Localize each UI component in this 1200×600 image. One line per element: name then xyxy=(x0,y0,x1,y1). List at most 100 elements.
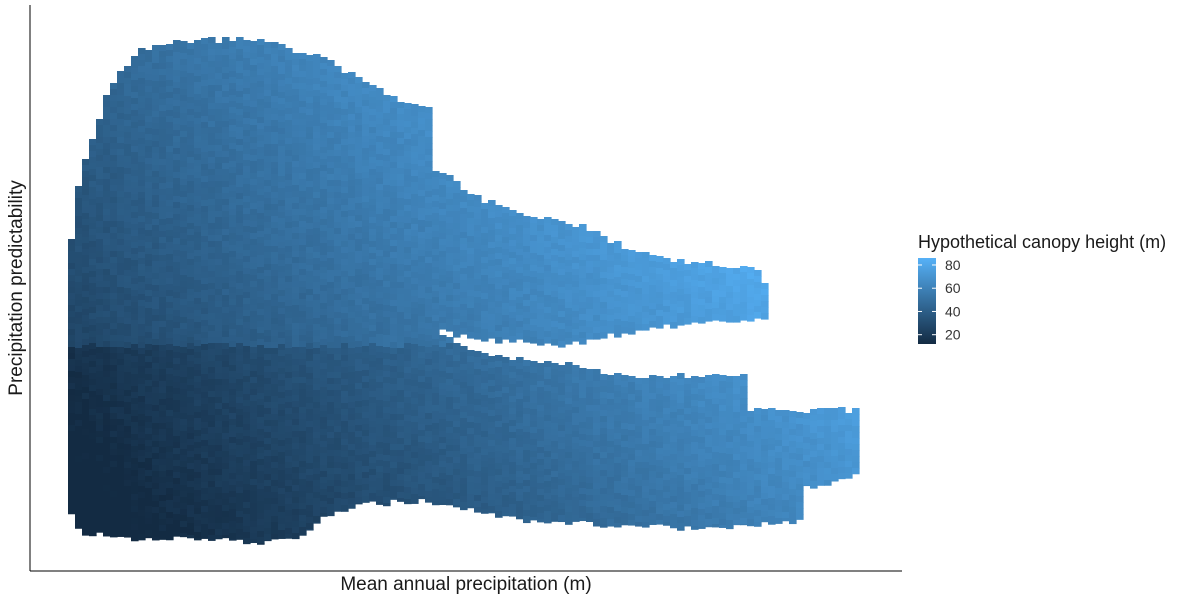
surface-cell xyxy=(425,185,433,192)
surface-cell xyxy=(264,312,272,319)
surface-cell xyxy=(173,88,181,95)
surface-cell xyxy=(418,250,426,257)
surface-cell xyxy=(306,319,314,326)
surface-cell xyxy=(313,498,321,505)
surface-cell xyxy=(320,459,328,466)
surface-cell xyxy=(397,342,405,349)
surface-cell xyxy=(327,288,335,295)
surface-cell xyxy=(404,433,412,440)
surface-cell xyxy=(271,114,279,121)
surface-cell xyxy=(516,213,524,220)
surface-cell xyxy=(229,491,237,498)
surface-cell xyxy=(467,446,475,453)
surface-cell xyxy=(453,481,461,488)
surface-cell xyxy=(173,406,181,413)
surface-cell xyxy=(376,214,384,221)
surface-cell xyxy=(446,271,454,278)
surface-cell xyxy=(229,215,237,222)
surface-cell xyxy=(82,309,90,316)
surface-cell xyxy=(313,420,321,427)
surface-cell xyxy=(96,503,104,510)
surface-cell xyxy=(404,277,412,284)
surface-cell xyxy=(397,288,405,295)
surface-cell xyxy=(313,198,321,205)
surface-cell xyxy=(236,55,244,62)
surface-cell xyxy=(306,451,314,458)
surface-cell xyxy=(285,66,293,73)
surface-cell xyxy=(390,378,398,385)
surface-cell xyxy=(334,384,342,391)
surface-cell xyxy=(285,126,293,133)
surface-cell xyxy=(180,515,188,522)
surface-cell xyxy=(243,64,251,71)
surface-cell xyxy=(320,213,328,220)
surface-cell xyxy=(187,157,195,164)
surface-cell xyxy=(194,328,202,335)
surface-cell xyxy=(159,129,167,136)
surface-cell xyxy=(481,509,489,514)
surface-cell xyxy=(537,393,545,400)
surface-cell xyxy=(320,183,328,190)
surface-cell xyxy=(138,222,146,229)
surface-cell xyxy=(509,258,517,265)
surface-cell xyxy=(320,405,328,412)
surface-cell xyxy=(516,405,524,412)
surface-cell xyxy=(313,522,321,524)
surface-cell xyxy=(313,378,321,385)
surface-cell xyxy=(495,409,503,416)
surface-cell xyxy=(488,368,496,375)
surface-cell xyxy=(264,54,272,61)
surface-cell xyxy=(481,311,489,318)
surface-cell xyxy=(166,248,174,255)
surface-cell xyxy=(222,103,230,110)
surface-cell xyxy=(313,174,321,181)
surface-cell xyxy=(530,265,538,272)
surface-cell xyxy=(194,418,202,425)
surface-cell xyxy=(467,308,475,315)
surface-cell xyxy=(68,335,76,342)
surface-cell xyxy=(306,349,314,356)
surface-cell xyxy=(75,324,83,331)
surface-cell xyxy=(299,431,307,438)
surface-cell xyxy=(236,409,244,416)
surface-cell xyxy=(257,345,265,352)
surface-cell xyxy=(264,426,272,433)
surface-cell xyxy=(523,396,531,403)
surface-cell xyxy=(565,284,573,291)
surface-cell xyxy=(488,212,496,219)
surface-cell xyxy=(131,272,139,279)
surface-cell xyxy=(250,59,258,66)
surface-cell xyxy=(439,347,447,354)
surface-cell xyxy=(194,346,202,353)
surface-cell xyxy=(355,191,363,198)
surface-cell xyxy=(446,223,454,230)
surface-cell xyxy=(173,190,181,197)
surface-cell xyxy=(334,294,342,301)
surface-cell xyxy=(138,156,146,163)
surface-cell xyxy=(481,257,489,264)
surface-cell xyxy=(222,445,230,452)
surface-cell xyxy=(159,147,167,154)
surface-cell xyxy=(131,254,139,261)
surface-cell xyxy=(222,121,230,128)
surface-cell xyxy=(96,137,104,144)
surface-cell xyxy=(397,114,405,121)
surface-cell xyxy=(236,85,244,92)
surface-cell xyxy=(138,144,146,151)
surface-cell xyxy=(131,188,139,195)
surface-cell xyxy=(355,329,363,336)
surface-cell xyxy=(306,139,314,146)
surface-cell xyxy=(278,68,286,75)
surface-cell xyxy=(138,402,146,409)
surface-cell xyxy=(369,253,377,260)
surface-cell xyxy=(278,500,286,507)
surface-cell xyxy=(145,506,153,513)
surface-cell xyxy=(537,471,545,478)
surface-cell xyxy=(313,264,321,271)
surface-cell xyxy=(152,387,160,394)
surface-cell xyxy=(565,488,573,495)
surface-cell xyxy=(264,480,272,487)
surface-cell xyxy=(243,394,251,401)
surface-cell xyxy=(68,269,76,276)
surface-cell xyxy=(173,214,181,221)
